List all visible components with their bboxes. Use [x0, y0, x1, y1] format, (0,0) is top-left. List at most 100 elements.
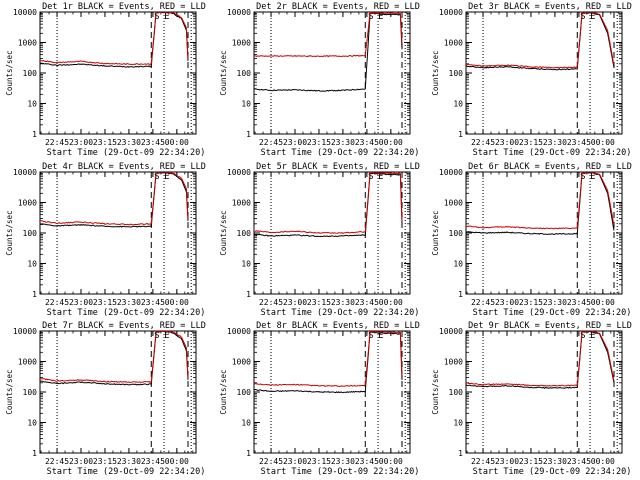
x-tick-label: 23:30	[543, 298, 567, 307]
series-lld-line	[40, 331, 189, 384]
y-tick-label: 100	[449, 69, 464, 78]
x-axis-label: Start Time (29-Oct-09 22:34:20)	[261, 308, 420, 318]
y-tick-label: 10000	[439, 8, 463, 17]
y-tick-label: 100	[449, 388, 464, 397]
y-axis-label: Counts/sec	[431, 369, 440, 414]
y-tick-label: 100	[237, 388, 252, 397]
marker-E: E	[164, 172, 169, 182]
marker-S: S	[580, 172, 585, 182]
x-tick-label: 00:00	[379, 298, 403, 307]
y-tick-label: 100	[23, 388, 38, 397]
panel-6: Det 6r BLACK = Events, RED = LLD 1 10 100 10…	[431, 162, 632, 318]
x-tick-label: 23:15	[307, 457, 331, 466]
x-tick-label: 00:00	[379, 138, 403, 147]
y-tick-label: 1000	[232, 358, 251, 367]
y-tick-label: 100	[449, 229, 464, 238]
y-tick-label: 10	[453, 419, 463, 428]
marker-E: E	[590, 331, 595, 341]
y-tick-label: 10	[453, 100, 463, 109]
x-tick-label: 22:45	[471, 138, 495, 147]
series-lld-line	[40, 172, 189, 226]
y-tick-label: 10	[241, 100, 251, 109]
y-tick-label: 10000	[13, 327, 37, 336]
x-tick-label: 23:15	[307, 138, 331, 147]
marker-E: E	[378, 12, 383, 22]
panel-title: Det 3r BLACK = Events, RED = LLD	[468, 2, 632, 12]
x-axis-label: Start Time (29-Oct-09 22:34:20)	[261, 148, 420, 158]
plot-frame	[465, 11, 623, 135]
y-tick-label: 100	[237, 69, 252, 78]
series-events-line	[40, 331, 189, 386]
x-axis-label: Start Time (29-Oct-09 22:34:20)	[473, 148, 632, 158]
x-tick-label: 23:00	[69, 457, 93, 466]
marker-S: S	[154, 172, 159, 182]
y-tick-label: 10	[27, 100, 37, 109]
x-tick-label: 23:00	[69, 298, 93, 307]
y-tick-label: 10000	[227, 8, 251, 17]
x-tick-label: 23:30	[117, 138, 141, 147]
y-tick-label: 1	[32, 290, 37, 299]
panel-title: Det 9r BLACK = Events, RED = LLD	[468, 321, 632, 331]
panel-1: Det 1r BLACK = Events, RED = LLD 1 10 100 10…	[5, 2, 206, 158]
y-axis-label: Counts/sec	[431, 50, 440, 95]
y-tick-label: 10000	[227, 168, 251, 177]
panel-2: Det 2r BLACK = Events, RED = LLD 1 10 100 10…	[219, 2, 420, 158]
y-axis-label: Counts/sec	[219, 210, 228, 255]
x-tick-label: 00:00	[591, 457, 615, 466]
y-tick-label: 1000	[444, 39, 463, 48]
series-lld-line	[254, 172, 403, 234]
y-tick-label: 1	[246, 290, 251, 299]
series-lld-line	[466, 172, 615, 230]
panel-title: Det 8r BLACK = Events, RED = LLD	[256, 321, 420, 331]
y-tick-label: 1000	[444, 358, 463, 367]
y-tick-label: 1	[458, 449, 463, 458]
y-tick-label: 10000	[227, 327, 251, 336]
x-tick-label: 22:45	[259, 138, 283, 147]
series-events-line	[254, 172, 403, 238]
x-tick-label: 22:45	[45, 298, 69, 307]
x-tick-label: 23:30	[543, 457, 567, 466]
series-lld-line	[254, 12, 403, 58]
x-tick-label: 22:45	[259, 298, 283, 307]
x-tick-label: 23:45	[355, 457, 379, 466]
marker-S: S	[154, 12, 159, 22]
y-axis-label: Counts/sec	[219, 369, 228, 414]
y-tick-label: 1	[458, 290, 463, 299]
panel-title: Det 6r BLACK = Events, RED = LLD	[468, 162, 632, 172]
x-tick-label: 23:30	[117, 298, 141, 307]
x-axis-label: Start Time (29-Oct-09 22:34:20)	[473, 467, 632, 477]
y-tick-label: 1	[32, 130, 37, 139]
y-tick-label: 1000	[18, 358, 37, 367]
panel-title: Det 2r BLACK = Events, RED = LLD	[256, 2, 420, 12]
marker-S: S	[368, 172, 373, 182]
x-tick-label: 00:00	[379, 457, 403, 466]
x-tick-label: 23:45	[141, 298, 165, 307]
panel-title: Det 1r BLACK = Events, RED = LLD	[42, 2, 206, 12]
x-tick-label: 23:15	[93, 457, 117, 466]
plot-frame	[253, 11, 411, 135]
x-axis-label: Start Time (29-Oct-09 22:34:20)	[473, 308, 632, 318]
y-tick-label: 1000	[444, 199, 463, 208]
x-tick-label: 23:45	[567, 138, 591, 147]
y-tick-label: 10	[241, 419, 251, 428]
y-tick-label: 1000	[232, 199, 251, 208]
y-tick-label: 1000	[18, 199, 37, 208]
y-tick-label: 1	[32, 449, 37, 458]
x-tick-label: 23:15	[93, 138, 117, 147]
x-tick-label: 23:00	[69, 138, 93, 147]
panel-title: Det 7r BLACK = Events, RED = LLD	[42, 321, 206, 331]
x-tick-label: 23:00	[495, 138, 519, 147]
y-tick-label: 10000	[13, 8, 37, 17]
y-tick-label: 10	[27, 419, 37, 428]
series-lld-line	[466, 331, 615, 387]
y-tick-label: 10000	[13, 168, 37, 177]
marker-E: E	[590, 172, 595, 182]
x-tick-label: 23:45	[567, 457, 591, 466]
x-tick-label: 23:30	[117, 457, 141, 466]
x-axis-label: Start Time (29-Oct-09 22:34:20)	[261, 467, 420, 477]
y-tick-label: 10	[27, 260, 37, 269]
series-events-line	[254, 331, 403, 394]
panel-4: Det 4r BLACK = Events, RED = LLD 1 10 100 10…	[5, 162, 206, 318]
plot-frame	[39, 171, 197, 295]
y-tick-label: 100	[23, 69, 38, 78]
